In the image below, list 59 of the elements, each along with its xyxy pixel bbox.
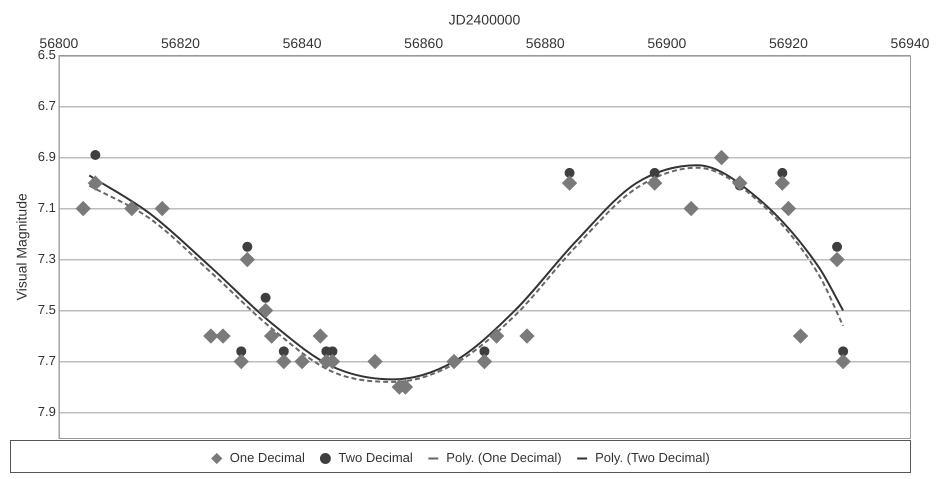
y-axis-title: Visual Magnitude	[13, 193, 30, 300]
point	[832, 242, 842, 252]
point	[216, 328, 231, 344]
legend-label: Poly. (Two Decimal)	[595, 450, 710, 466]
point	[446, 354, 462, 370]
point	[830, 252, 845, 268]
point	[276, 354, 292, 370]
point	[294, 354, 310, 370]
point	[780, 201, 796, 216]
y-tick-label: 6.7	[38, 98, 56, 114]
point	[88, 176, 103, 191]
point	[312, 328, 328, 344]
point	[264, 328, 280, 344]
x-tick-label: 56840	[282, 35, 322, 52]
point	[777, 168, 788, 178]
point	[203, 328, 218, 344]
legend-label: Poly. (One Decimal)	[446, 450, 562, 466]
x-tick-label: 56900	[647, 35, 686, 52]
point	[519, 328, 534, 344]
y-tick-label: 6.9	[38, 149, 56, 164]
y-tick-label: 7.1	[38, 200, 56, 216]
point	[368, 354, 383, 370]
x-tick-label: 56820	[160, 35, 200, 52]
x-tick-label: 56860	[404, 35, 444, 52]
point	[236, 346, 246, 356]
x-tick-label: 56920	[768, 35, 808, 52]
point	[124, 201, 140, 216]
point	[836, 354, 851, 370]
x-axis-title: JD2400000	[448, 11, 520, 28]
point	[564, 168, 575, 178]
point	[714, 150, 730, 166]
point	[234, 354, 249, 370]
y-tick-label: 7.3	[38, 251, 56, 266]
point	[793, 328, 808, 344]
point	[240, 252, 255, 268]
point	[838, 346, 848, 356]
y-tick-label: 7.5	[38, 302, 56, 318]
point	[260, 292, 271, 303]
point	[489, 328, 504, 344]
point	[774, 176, 790, 191]
x-tick-label: 56880	[526, 35, 565, 52]
point	[242, 242, 252, 252]
point	[476, 354, 492, 370]
y-tick-label: 7.7	[38, 353, 56, 368]
legend-label: Two Decimal	[338, 450, 413, 466]
point	[647, 176, 662, 191]
point	[258, 303, 274, 318]
point	[76, 201, 91, 216]
point	[684, 201, 699, 216]
legend-label: One Decimal	[230, 450, 305, 466]
point	[90, 150, 100, 160]
y-tick-label: 7.9	[38, 404, 56, 420]
point	[732, 176, 748, 191]
point	[154, 201, 170, 216]
point	[278, 346, 289, 356]
x-tick-label: 56940	[890, 35, 930, 52]
point	[562, 176, 578, 191]
point	[650, 168, 660, 178]
point	[479, 346, 490, 356]
